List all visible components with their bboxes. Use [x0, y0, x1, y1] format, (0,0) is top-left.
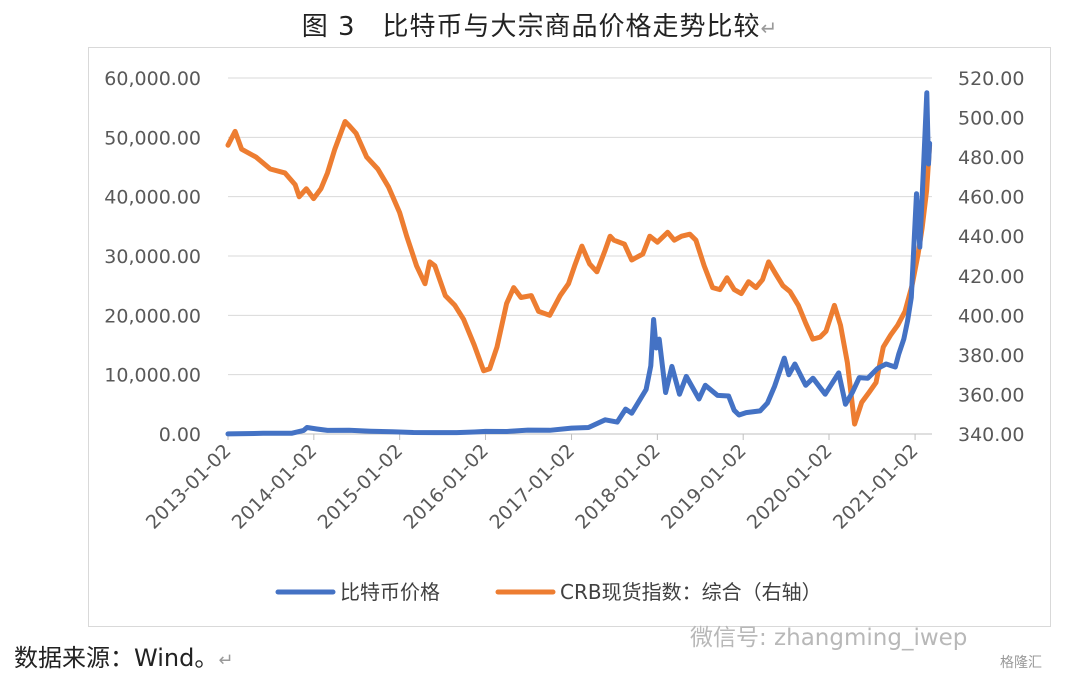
- x-axis-tick-label: 2015-01-02: [314, 440, 408, 534]
- legend: 比特币价格 CRB现货指数：综合（右轴）: [275, 580, 822, 604]
- series-line-bitcoin: [225, 90, 933, 437]
- left-axis-tick-label: 40,000.00: [104, 187, 201, 209]
- x-axis-tick-label: 2018-01-02: [571, 440, 665, 534]
- grid-lines: [228, 77, 932, 435]
- right-axis-tick-label: 420.00: [958, 266, 1024, 288]
- right-axis-tick-label: 380.00: [958, 345, 1024, 367]
- series-line-crb: [225, 119, 933, 427]
- left-axis-tick-label: 20,000.00: [104, 305, 201, 327]
- x-axis-tick-label: 2017-01-02: [485, 440, 579, 534]
- left-axis-tick-label: 30,000.00: [104, 246, 201, 268]
- right-axis-tick-label: 460.00: [958, 187, 1024, 209]
- right-axis-tick-label: 360.00: [958, 384, 1024, 406]
- right-axis-tick-label: 500.00: [958, 108, 1024, 130]
- x-axis-tick-label: 2016-01-02: [399, 440, 493, 534]
- right-axis-tick-label: 400.00: [958, 305, 1024, 327]
- left-axis-tick-label: 0.00: [159, 424, 201, 446]
- chart-title: 图 3 比特币与大宗商品价格走势比较↵: [301, 12, 779, 42]
- watermark: 微信号: zhangming_iwep: [690, 625, 968, 651]
- legend-label-bitcoin: 比特币价格: [340, 580, 440, 604]
- chart-frame: [88, 47, 1051, 627]
- right-axis-tick-label: 520.00: [958, 68, 1024, 90]
- x-axis-tick-label: 2020-01-02: [743, 440, 837, 534]
- x-axis-tick-label: 2021-01-02: [829, 440, 923, 534]
- x-axis-tick-label: 2013-01-02: [142, 440, 236, 534]
- return-mark: ↵: [760, 16, 779, 40]
- right-axis-tick-label: 340.00: [958, 424, 1024, 446]
- legend-label-crb: CRB现货指数：综合（右轴）: [560, 580, 822, 604]
- right-axis-ticks: 340.00 360.00 380.00 400.00 420.00 440.00 460.…: [958, 68, 1024, 446]
- left-axis-tick-label: 10,000.00: [104, 365, 201, 387]
- data-source: 数据来源：Wind。↵: [14, 644, 234, 672]
- left-axis-tick-label: 60,000.00: [104, 68, 201, 90]
- left-axis-tick-label: 50,000.00: [104, 127, 201, 149]
- x-axis-tick-label: 2014-01-02: [228, 440, 322, 534]
- x-axis-ticks: 2013-01-022014-01-022015-01-022016-01-02…: [142, 434, 923, 534]
- left-axis-ticks: 0.00 10,000.00 20,000.00 30,000.00 40,000.00…: [104, 68, 201, 446]
- series-layer: [225, 90, 933, 437]
- x-axis-tick-label: 2019-01-02: [657, 440, 751, 534]
- right-axis-tick-label: 440.00: [958, 226, 1024, 248]
- watermark-logo: 格隆汇: [1000, 655, 1042, 671]
- return-mark: ↵: [218, 650, 234, 671]
- right-axis-tick-label: 480.00: [958, 147, 1024, 169]
